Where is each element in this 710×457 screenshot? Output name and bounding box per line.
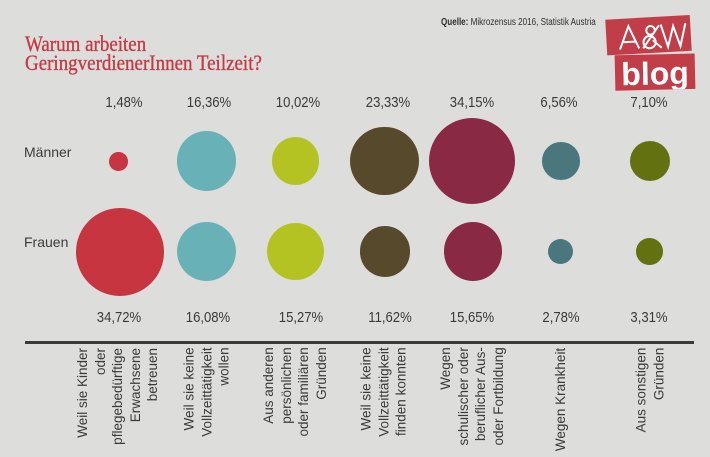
svg-text:blog: blog: [621, 55, 689, 93]
